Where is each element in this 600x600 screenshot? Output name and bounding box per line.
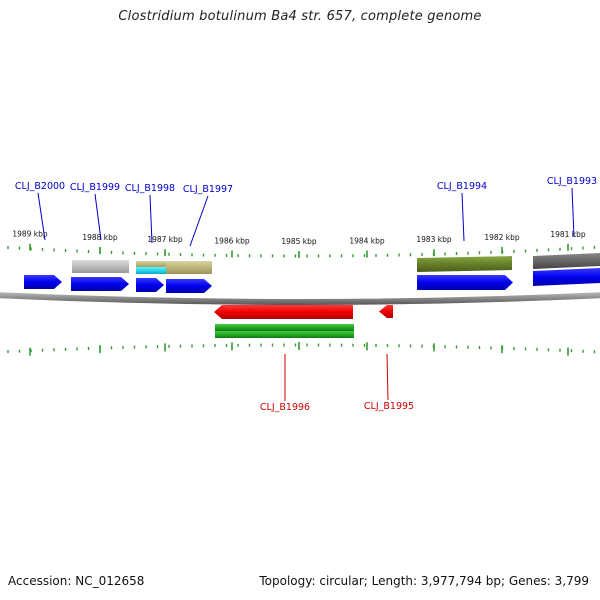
- tick-label: 1989 kbp: [12, 230, 48, 239]
- feature-bar-darkgray: [533, 253, 600, 269]
- label-layer: CLJ_B2000 CLJ_B1999 CLJ_B1998 CLJ_B1997 CLJ_…: [15, 176, 597, 413]
- accession-text: Accession: NC_012658: [8, 574, 145, 588]
- reverse-gene-label: CLJ_B1996: [260, 402, 310, 413]
- forward-gene-arrow: [166, 279, 212, 293]
- green-feature-bar: [215, 331, 354, 338]
- tick-label: 1988 kbp: [82, 233, 118, 242]
- forward-gene-arrow: [533, 268, 600, 286]
- forward-gene-label: CLJ_B1997: [183, 184, 233, 195]
- genome-backbone: [0, 292, 600, 305]
- forward-gene-arrow: [417, 275, 513, 290]
- reverse-gene-label: CLJ_B1995: [364, 401, 414, 412]
- forward-gene-leader: [37, 192, 46, 241]
- tick-label: 1985 kbp: [281, 237, 317, 246]
- forward-gene-leader: [94, 193, 102, 241]
- forward-gene-label: CLJ_B1994: [437, 181, 487, 192]
- map-title: Clostridium botulinum Ba4 str. 657, comp…: [118, 9, 482, 24]
- reverse-gene-arrow: [214, 305, 353, 319]
- tick-label: 1984 kbp: [349, 237, 385, 246]
- forward-gene-label: CLJ_B1998: [125, 183, 175, 194]
- feature-bar-gray: [72, 260, 129, 273]
- topology-text: Topology: circular; Length: 3,977,794 bp…: [259, 574, 589, 588]
- forward-gene-leader: [461, 192, 465, 242]
- forward-gene-label: CLJ_B1999: [70, 182, 120, 193]
- feature-bar-khaki: [136, 261, 166, 268]
- reverse-gene-leader: [386, 353, 389, 401]
- tick-layer: 1989 kbp 1988 kbp 1987 kbp 1986 kbp 1985 kbp…: [7, 230, 596, 356]
- forward-gene-label: CLJ_B1993: [547, 176, 597, 187]
- feature-bar-olive: [417, 256, 512, 272]
- tick-label: 1987 kbp: [147, 235, 183, 244]
- forward-gene-arrow: [136, 278, 164, 292]
- feature-bar-khaki: [166, 261, 212, 274]
- tick-label: 1986 kbp: [214, 237, 250, 246]
- forward-gene-leader: [189, 195, 209, 247]
- green-feature-bar: [215, 324, 354, 331]
- feature-bar-cyan: [136, 267, 166, 274]
- tick-label: 1981 kbp: [550, 230, 586, 239]
- reverse-gene-arrow: [379, 305, 393, 318]
- forward-gene-leader: [571, 187, 575, 238]
- tick-label: 1982 kbp: [484, 233, 520, 242]
- forward-gene-label: CLJ_B2000: [15, 181, 65, 192]
- forward-gene-arrow: [24, 275, 62, 289]
- forward-gene-arrow: [71, 277, 129, 291]
- feature-layer: [0, 253, 600, 338]
- tick-label: 1983 kbp: [416, 235, 452, 244]
- forward-gene-leader: [149, 194, 153, 244]
